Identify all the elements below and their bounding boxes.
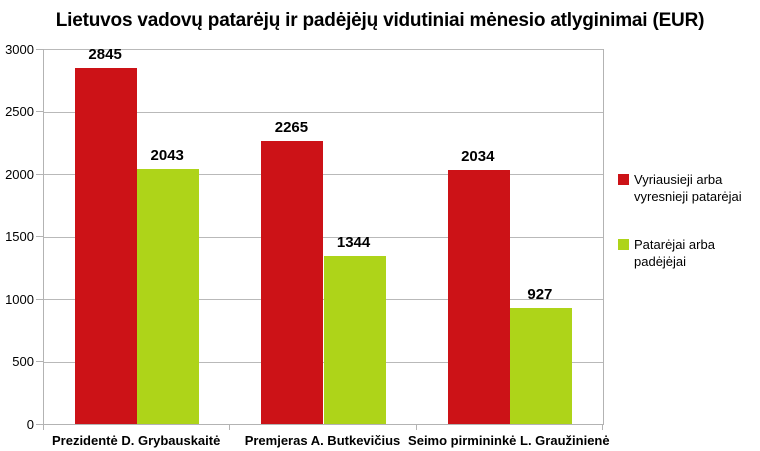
y-axis-label: 2000 xyxy=(5,166,34,182)
bar-value-label: 2265 xyxy=(274,118,309,136)
bar-value-label: 2034 xyxy=(461,147,495,165)
y-axis-tick xyxy=(36,111,43,112)
legend-label-line: vyresnieji patarėjai xyxy=(634,189,742,204)
y-axis-label: 2500 xyxy=(5,104,34,119)
gridline xyxy=(44,49,603,50)
x-axis-label: Prezidentė D. Grybauskaitė xyxy=(51,433,221,448)
bar-s2-c1 xyxy=(137,168,200,424)
legend-label-line: Vyriausieji arba xyxy=(634,172,723,187)
x-axis-tick xyxy=(415,425,417,430)
bar-s2-c2 xyxy=(323,256,386,424)
y-axis-tick xyxy=(36,236,43,237)
bar-value-label: 2845 xyxy=(88,46,122,64)
gridline xyxy=(44,236,603,238)
x-axis-tick xyxy=(602,425,603,430)
y-axis-tick xyxy=(36,298,43,300)
bar-s1-c1 xyxy=(75,68,138,424)
legend-swatch-2 xyxy=(618,239,629,250)
bar-s1-c3 xyxy=(447,169,510,424)
legend-item: Vyriausieji arba vyresnieji patarėjai xyxy=(618,171,760,205)
x-axis-tick xyxy=(229,425,231,430)
bar-value-label: 2043 xyxy=(150,146,184,164)
legend-label: Patarėjai arba padėjėjai xyxy=(634,236,715,270)
chart-title: Lietuvos vadovų patarėjų ir padėjėjų vid… xyxy=(55,10,705,31)
y-axis-label: 3000 xyxy=(5,41,34,57)
x-axis-label: Seimo pirmininkė L. Graužinienė xyxy=(408,433,610,448)
bar-s1-c2 xyxy=(261,140,324,424)
bar-s2-c3 xyxy=(509,308,572,424)
bar-value-label: 1344 xyxy=(336,234,371,251)
bar-value-label: 927 xyxy=(527,286,553,304)
legend-swatch-1 xyxy=(618,174,629,185)
legend: Vyriausieji arba vyresnieji patarėjai Pata… xyxy=(618,171,760,270)
x-axis-tick xyxy=(43,425,44,430)
y-axis-tick xyxy=(36,48,43,50)
y-axis-label: 1500 xyxy=(5,229,34,244)
legend-label: Vyriausieji arba vyresnieji patarėjai xyxy=(634,171,742,205)
plot-area xyxy=(43,49,604,425)
x-axis-label: Premjeras A. Butkevičius xyxy=(244,433,401,448)
y-axis-label: 0 xyxy=(26,416,34,432)
gridline xyxy=(44,111,603,113)
legend-label-line: Patarėjai arba xyxy=(634,237,715,252)
y-axis-label: 500 xyxy=(12,354,34,369)
legend-label-line: padėjėjai xyxy=(634,254,687,269)
gridline xyxy=(44,174,603,175)
y-axis-label: 1000 xyxy=(5,291,34,307)
y-axis-tick xyxy=(36,173,43,175)
y-axis-tick xyxy=(36,361,43,362)
y-axis-tick xyxy=(36,423,43,425)
legend-item: Patarėjai arba padėjėjai xyxy=(618,236,760,270)
